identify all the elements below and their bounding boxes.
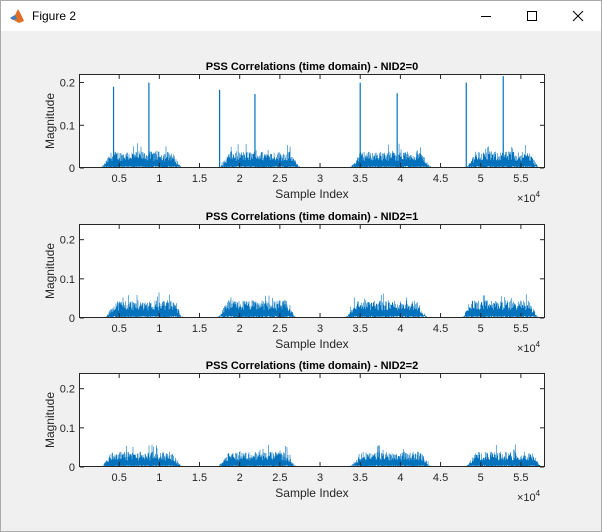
- minimize-button[interactable]: [463, 1, 509, 31]
- y-tick-label: 0.1: [60, 274, 75, 286]
- y-axis-label: Magnitude: [43, 243, 57, 299]
- close-button[interactable]: [555, 1, 601, 31]
- matlab-logo-icon: [10, 9, 24, 23]
- x-tick-label: 2.5: [272, 323, 287, 335]
- x-tick-label: 1.5: [192, 472, 207, 484]
- subplot-title: PSS Correlations (time domain) - NID2=2: [206, 360, 418, 372]
- x-tick-label: 3: [317, 472, 323, 484]
- x-exponent-label: ×104: [517, 190, 541, 205]
- window-title: Figure 2: [32, 9, 77, 23]
- y-tick-label: 0: [69, 163, 75, 175]
- x-tick-label: 1: [156, 173, 162, 185]
- x-tick-label: 2: [237, 173, 243, 185]
- y-axis-label: Magnitude: [43, 392, 57, 448]
- x-tick-label: 1: [156, 323, 162, 335]
- minimize-icon: [481, 16, 491, 17]
- x-tick-label: 5.5: [513, 472, 528, 484]
- maximize-button[interactable]: [509, 1, 555, 31]
- subplot-1: 0.5 1 1.5 2 2.5 3 3.5 4 4.5 5 5.5 0 0.1 0.2 PSS Correl…: [43, 211, 545, 355]
- x-tick-label: 4.5: [433, 323, 448, 335]
- x-tick-label: 3.5: [353, 472, 368, 484]
- y-tick-label: 0: [69, 313, 75, 325]
- x-tick-label: 5.5: [513, 173, 528, 185]
- y-tick-label: 0.1: [60, 423, 75, 435]
- axes-box: [79, 224, 545, 318]
- x-tick-label: 5: [478, 173, 484, 185]
- y-axis-label: Magnitude: [43, 93, 57, 149]
- x-tick-label: 3.5: [353, 173, 368, 185]
- x-tick-label: 5: [478, 323, 484, 335]
- close-icon: [572, 10, 584, 22]
- subplot-title: PSS Correlations (time domain) - NID2=0: [206, 61, 418, 73]
- subplot-title: PSS Correlations (time domain) - NID2=1: [206, 211, 418, 223]
- x-tick-label: 4: [397, 323, 403, 335]
- x-tick-label: 5.5: [513, 323, 528, 335]
- x-axis-label: Sample Index: [275, 486, 348, 500]
- x-tick-label: 2: [237, 472, 243, 484]
- x-tick-label: 1.5: [192, 173, 207, 185]
- x-exponent-label: ×104: [517, 489, 541, 504]
- axes-box: [79, 373, 545, 467]
- x-exponent-label: ×104: [517, 340, 541, 355]
- axes-box: [79, 74, 545, 168]
- y-tick-label: 0.1: [60, 120, 75, 132]
- y-tick-label: 0.2: [60, 235, 75, 247]
- subplot-2: 0.5 1 1.5 2 2.5 3 3.5 4 4.5 5 5.5 0 0.1 0.2 PSS Correl…: [43, 360, 545, 504]
- axes-background: [79, 74, 545, 168]
- x-tick-label: 4: [397, 472, 403, 484]
- x-tick-label: 5: [478, 472, 484, 484]
- y-tick-label: 0.2: [60, 384, 75, 396]
- x-tick-label: 4.5: [433, 173, 448, 185]
- x-tick-label: 3.5: [353, 323, 368, 335]
- x-tick-label: 4: [397, 173, 403, 185]
- x-tick-label: 0.5: [112, 323, 127, 335]
- x-tick-label: 2: [237, 323, 243, 335]
- x-tick-label: 0.5: [112, 173, 127, 185]
- figure-canvas: 0.5 1 1.5 2 2.5 3 3.5 4 4.5 5 5.5 0 0.1 0.2 PSS Correl…: [43, 61, 545, 504]
- x-axis-label: Sample Index: [275, 187, 348, 201]
- x-tick-label: 3: [317, 323, 323, 335]
- x-tick-label: 1: [156, 472, 162, 484]
- x-tick-label: 4.5: [433, 472, 448, 484]
- x-tick-label: 0.5: [112, 472, 127, 484]
- x-tick-label: 3: [317, 173, 323, 185]
- x-axis-label: Sample Index: [275, 337, 348, 351]
- x-tick-label: 1.5: [192, 323, 207, 335]
- x-tick-label: 2.5: [272, 173, 287, 185]
- y-tick-label: 0.2: [60, 78, 75, 90]
- title-bar[interactable]: Figure 2: [1, 1, 601, 31]
- x-tick-label: 2.5: [272, 472, 287, 484]
- subplot-0: 0.5 1 1.5 2 2.5 3 3.5 4 4.5 5 5.5 0 0.1 0.2 PSS Correl…: [43, 61, 545, 205]
- maximize-icon: [527, 11, 537, 21]
- y-tick-label: 0: [69, 462, 75, 474]
